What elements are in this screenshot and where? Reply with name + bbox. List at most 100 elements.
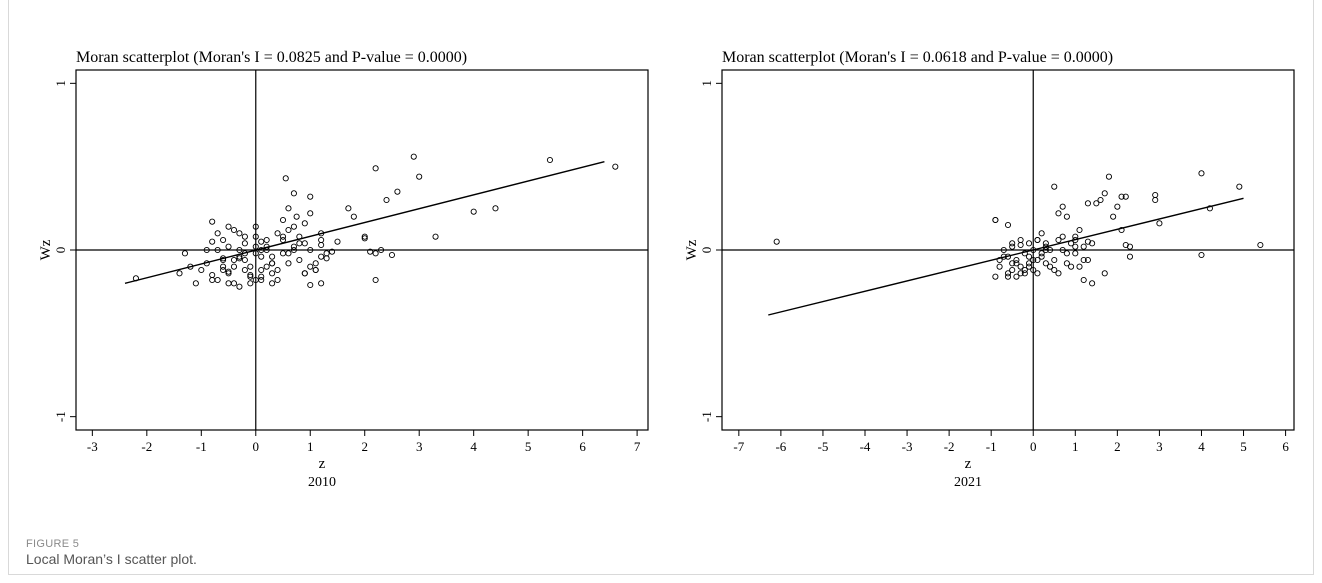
data-point	[1101, 270, 1108, 277]
data-point	[1013, 256, 1020, 264]
x-tick-label: 7	[634, 439, 641, 454]
data-point	[258, 246, 265, 254]
data-point	[312, 260, 319, 267]
figure-label: FIGURE 5	[26, 538, 80, 550]
data-point	[996, 256, 1003, 264]
data-point	[269, 280, 276, 287]
data-point	[612, 163, 619, 170]
fitted-regression-line	[768, 197, 1244, 316]
data-point	[247, 271, 254, 279]
data-point	[230, 263, 238, 270]
data-point	[241, 256, 248, 264]
data-point	[1017, 241, 1024, 249]
chart-subtitle-year: 2010	[308, 475, 336, 490]
data-point	[1093, 200, 1100, 207]
data-point	[241, 266, 248, 274]
data-point	[1000, 246, 1007, 254]
data-point	[203, 260, 210, 267]
data-point	[176, 270, 183, 277]
data-point	[132, 275, 139, 282]
data-point	[230, 256, 238, 264]
x-tick-label: 5	[1240, 439, 1247, 454]
data-point	[230, 280, 238, 287]
x-tick-label: 2	[361, 439, 368, 454]
data-point	[1030, 266, 1037, 274]
data-point	[225, 280, 232, 287]
x-tick-label: 1	[307, 439, 314, 454]
data-point	[1009, 266, 1016, 274]
figure-frame	[8, 0, 1314, 575]
x-tick-label: -5	[818, 439, 829, 454]
data-point	[269, 260, 276, 267]
data-point	[1101, 190, 1108, 197]
data-point	[1042, 240, 1049, 247]
data-point	[470, 208, 477, 215]
data-point	[285, 250, 292, 257]
data-point	[247, 263, 254, 270]
data-point	[236, 253, 243, 260]
data-point	[307, 210, 314, 217]
data-point	[285, 260, 292, 267]
x-tick-label: 0	[1030, 439, 1037, 454]
data-point	[410, 153, 417, 160]
data-point	[279, 216, 287, 224]
x-tick-label: -2	[944, 439, 955, 454]
data-point	[1152, 191, 1159, 199]
data-point	[1059, 203, 1066, 210]
data-point	[290, 190, 297, 197]
data-point	[1051, 266, 1058, 274]
data-point	[1055, 236, 1062, 244]
data-point	[1080, 243, 1087, 250]
x-tick-label: 3	[1156, 439, 1163, 454]
x-tick-label: 6	[579, 439, 586, 454]
data-point	[241, 250, 248, 257]
data-point	[1105, 173, 1112, 180]
y-tick-label: 1	[53, 80, 68, 87]
data-point	[1004, 270, 1012, 277]
data-point	[301, 270, 308, 277]
data-point	[1021, 270, 1028, 277]
data-point	[1118, 193, 1125, 200]
data-point	[274, 276, 281, 284]
data-point	[1030, 246, 1037, 254]
data-point	[296, 240, 303, 247]
data-point	[1025, 263, 1033, 270]
data-point	[1034, 256, 1041, 264]
data-point	[1038, 230, 1045, 237]
data-point	[247, 280, 254, 287]
data-point	[1059, 246, 1066, 254]
data-point	[198, 266, 205, 274]
data-point	[225, 270, 232, 277]
data-point	[372, 276, 379, 284]
data-point	[1122, 193, 1129, 200]
x-tick-label: 1	[1072, 439, 1079, 454]
data-point	[1038, 253, 1045, 260]
data-point	[1017, 263, 1024, 270]
data-point	[290, 223, 297, 230]
data-point	[241, 240, 248, 247]
data-point	[1118, 226, 1125, 234]
data-point	[1004, 273, 1012, 280]
data-point	[1080, 256, 1087, 264]
data-point	[258, 276, 265, 284]
data-point	[1084, 238, 1091, 245]
data-point	[263, 243, 270, 250]
moran-scatterplot-2021: Moran scatterplot (Moran's I = 0.0618 an…	[684, 49, 1295, 490]
data-point	[1009, 260, 1016, 267]
data-point	[345, 205, 352, 212]
data-point	[290, 246, 297, 254]
data-point	[1126, 253, 1134, 260]
data-point	[301, 240, 308, 247]
data-point	[432, 233, 439, 240]
data-point	[992, 273, 999, 280]
data-point	[307, 193, 314, 200]
y-tick-label: -1	[699, 411, 714, 422]
data-point	[258, 273, 265, 280]
moran-scatterplot-2010: Moran scatterplot (Moran's I = 0.0825 an…	[38, 49, 649, 490]
data-point	[1025, 260, 1033, 267]
data-point	[1110, 213, 1117, 220]
data-point	[1198, 251, 1205, 259]
data-point	[1034, 270, 1041, 277]
data-point	[296, 233, 303, 240]
data-point	[1025, 240, 1033, 247]
